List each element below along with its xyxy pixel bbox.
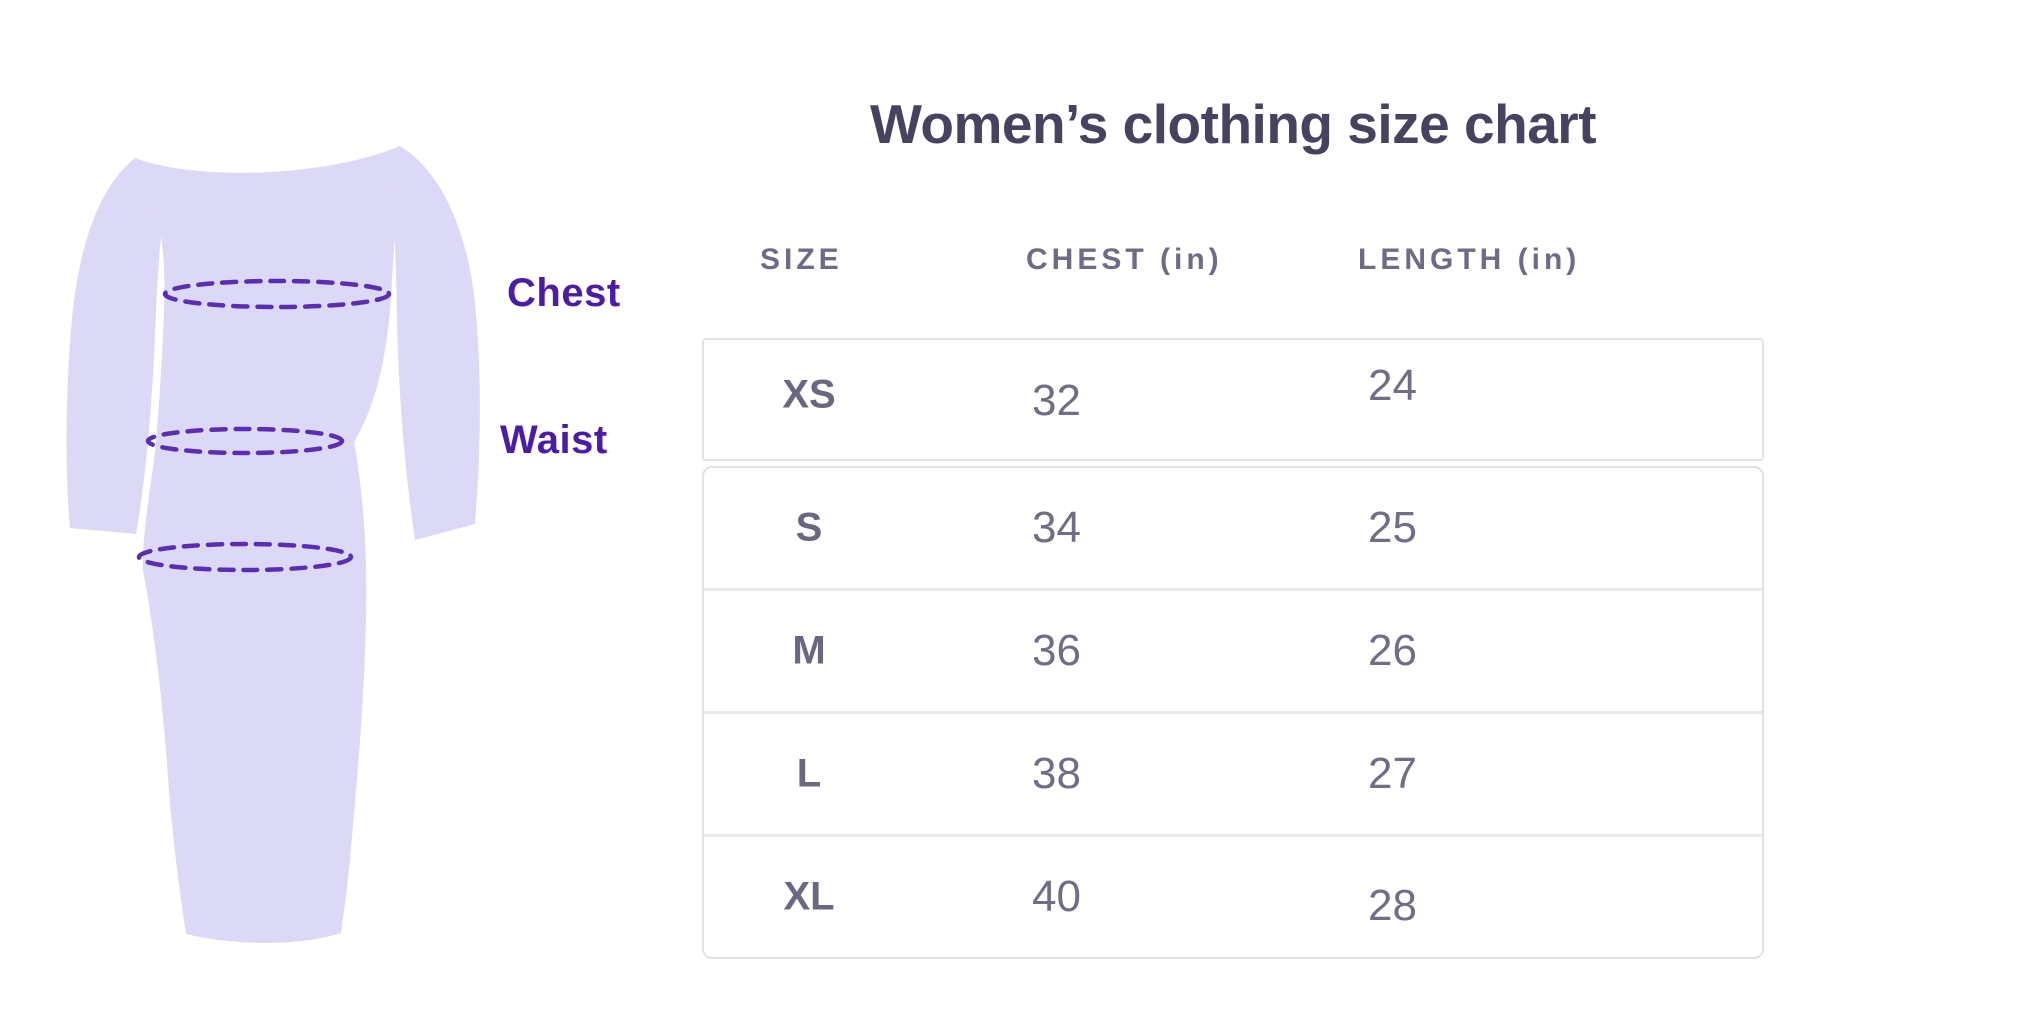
length-cell: 25 bbox=[1368, 503, 1417, 552]
chest-cell: 32 bbox=[1032, 375, 1081, 425]
table-row: L 38 27 bbox=[704, 711, 1762, 834]
table-row-xs-box: XS 32 24 bbox=[702, 338, 1764, 461]
dress-left-sleeve bbox=[66, 158, 170, 534]
column-header-size: SIZE bbox=[760, 243, 843, 276]
size-cell: L bbox=[796, 751, 822, 796]
dress-illustration bbox=[58, 140, 503, 955]
length-cell: 24 bbox=[1368, 360, 1417, 410]
table-row: XL 40 28 bbox=[704, 834, 1762, 957]
dress-right-sleeve bbox=[386, 146, 480, 540]
table-header: SIZE CHEST (in) LENGTH (in) bbox=[702, 243, 1764, 285]
length-cell: 26 bbox=[1368, 626, 1417, 675]
page-title: Women’s clothing size chart bbox=[869, 93, 1597, 155]
chest-measure-ellipse bbox=[162, 278, 392, 310]
chest-cell: 38 bbox=[1032, 749, 1081, 798]
size-cell: S bbox=[795, 505, 823, 550]
hip-measure-ellipse bbox=[136, 541, 354, 573]
table-row: S 34 25 bbox=[704, 468, 1762, 588]
size-cell: M bbox=[792, 628, 826, 673]
size-table: Women’s clothing size chart SIZE CHEST (… bbox=[702, 0, 1764, 1028]
length-cell: 28 bbox=[1368, 881, 1417, 930]
length-cell: 27 bbox=[1368, 749, 1417, 798]
chest-label: Chest bbox=[507, 271, 621, 315]
waist-measure-ellipse bbox=[145, 426, 345, 456]
chest-cell: 34 bbox=[1032, 503, 1081, 552]
column-header-chest: CHEST (in) bbox=[1026, 243, 1223, 276]
size-cell: XL bbox=[783, 874, 835, 919]
table-row: M 36 26 bbox=[704, 588, 1762, 711]
chest-cell: 40 bbox=[1032, 872, 1081, 921]
table-rows-group-box: S 34 25 M 36 26 L 38 27 XL 40 28 bbox=[702, 466, 1764, 959]
waist-label: Waist bbox=[500, 418, 608, 462]
column-header-length: LENGTH (in) bbox=[1358, 243, 1581, 276]
dress-svg bbox=[66, 146, 480, 943]
chest-cell: 36 bbox=[1032, 626, 1081, 675]
table-row: XS 32 24 bbox=[704, 340, 1762, 461]
size-cell: XS bbox=[782, 372, 836, 416]
